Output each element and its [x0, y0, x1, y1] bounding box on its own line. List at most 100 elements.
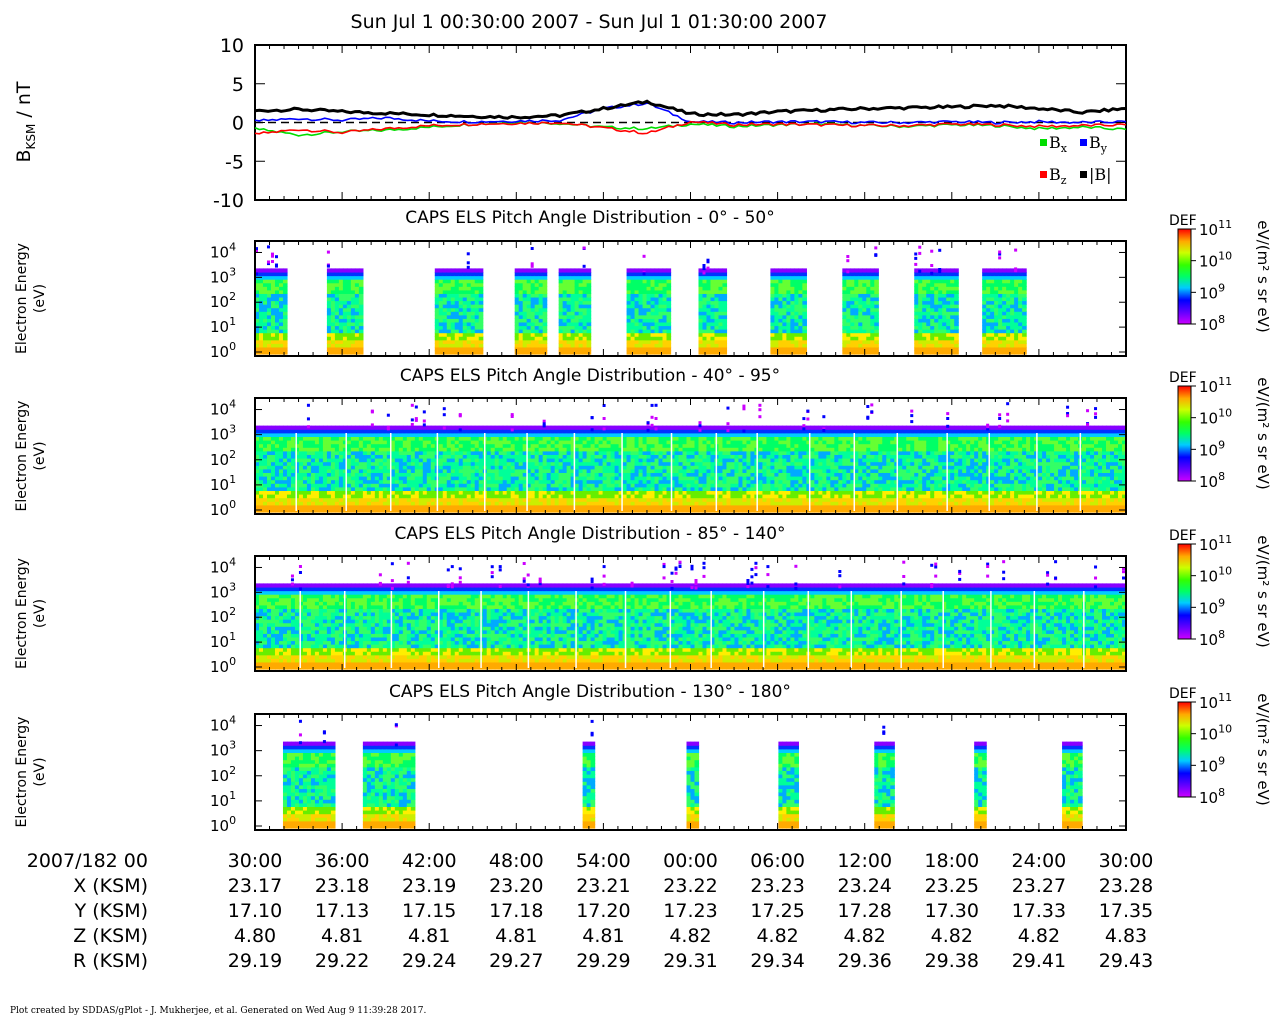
mag-ytick-label: 5	[232, 74, 244, 96]
spectrogram-cell	[542, 497, 548, 502]
spectrogram-speckle	[706, 258, 710, 262]
spectrogram-cell	[302, 486, 308, 491]
spectrogram-cell	[458, 296, 464, 302]
spectrogram-cell	[406, 440, 412, 445]
spectrogram-cell	[542, 343, 548, 348]
spectrogram-cell	[506, 508, 512, 513]
spectrogram-cell	[494, 490, 500, 495]
spectrogram-cell	[542, 494, 548, 499]
spectrogram-cell	[382, 483, 388, 488]
spectrogram-cell	[402, 461, 408, 466]
spectrogram-cell	[314, 476, 320, 481]
spectrogram-cell	[474, 479, 480, 484]
spectrogram-cell	[578, 450, 584, 455]
spectrogram-cell	[470, 282, 476, 287]
spectrogram-cell	[434, 336, 440, 341]
spectrogram-cell	[950, 296, 955, 302]
spectrogram-cell	[466, 472, 472, 477]
spectrogram-cell	[334, 300, 340, 305]
spectrogram-cell	[934, 321, 939, 327]
spectrogram-cell	[338, 447, 344, 452]
tick-base: 10	[210, 318, 229, 336]
spectrogram-cell	[858, 321, 863, 327]
spectrogram-cell	[706, 293, 712, 298]
spectrogram-cell	[842, 325, 847, 330]
spectrogram-cell	[362, 425, 368, 430]
spectrogram-cell	[358, 321, 364, 327]
spectrogram-cell	[566, 343, 572, 348]
spectrogram-cell	[270, 458, 276, 463]
spectrogram-cell	[550, 468, 556, 473]
spectrogram-cell	[574, 468, 580, 473]
spectrogram-cell	[354, 508, 360, 513]
spectrogram-cell	[634, 318, 640, 323]
spectrogram-cell	[654, 350, 660, 355]
spectrogram-cell	[514, 425, 520, 430]
spectrogram-cell	[255, 336, 260, 341]
spectrogram-cell	[262, 425, 268, 430]
spectrogram-cell	[594, 436, 600, 441]
spectrogram-cell	[534, 497, 540, 502]
spectrogram-cell	[858, 314, 863, 319]
spectrogram-cell	[438, 494, 444, 499]
spectrogram-cell	[518, 429, 524, 434]
spectrogram-cell	[650, 339, 656, 344]
spectrogram-cell	[626, 304, 632, 309]
spectrogram-cell	[578, 501, 584, 506]
spectrogram-cell	[562, 458, 568, 463]
spectrogram-cell	[442, 454, 448, 459]
spectrogram-cell	[318, 465, 324, 470]
spectrogram-cell	[782, 286, 787, 291]
spectrogram-cell	[434, 325, 440, 330]
spectrogram-cell	[259, 286, 264, 291]
spectrogram-cell	[458, 329, 464, 334]
spectrogram-cell	[634, 339, 640, 344]
spectrogram-cell	[282, 271, 288, 277]
spectrogram-cell	[866, 339, 871, 344]
spectrogram-cell	[698, 307, 704, 312]
spectrogram-cell	[259, 318, 264, 323]
spectrogram-cell	[466, 332, 472, 337]
spectrogram-cell	[570, 508, 576, 513]
spectrogram-cell	[1006, 307, 1011, 312]
spectrogram-cell	[626, 343, 632, 348]
spectrogram-cell	[450, 458, 456, 463]
spectrogram-cell	[326, 332, 332, 337]
spectrogram-cell	[790, 339, 795, 344]
spectrogram-cell	[934, 286, 939, 291]
spectrogram-cell	[266, 504, 272, 509]
spectrogram-cell	[358, 497, 364, 502]
spectrogram-cell	[790, 346, 795, 352]
spectrogram-cell	[538, 282, 544, 287]
spectrogram-cell	[574, 339, 580, 344]
spectrogram-cell	[998, 314, 1003, 319]
spectrogram-cell	[634, 350, 640, 355]
spectrogram-cell	[874, 346, 879, 352]
legend-symbol: |B|	[1089, 165, 1112, 184]
spectrogram-cell	[330, 314, 336, 319]
spectrogram-cell	[854, 289, 859, 294]
spectrogram-cell	[470, 497, 476, 502]
spectrogram-cell	[270, 465, 276, 470]
spectrogram-cell	[550, 494, 556, 499]
spectrogram-cell	[522, 494, 528, 499]
spectrogram-cell	[494, 425, 500, 430]
spectrogram-cell	[270, 443, 276, 448]
spectrogram-cell	[994, 271, 999, 277]
spectrogram-cell	[770, 279, 776, 284]
spectrogram-cell	[774, 296, 779, 302]
spectrogram-cell	[518, 432, 524, 437]
spectrogram-cell	[530, 472, 536, 477]
spectrogram-cell	[278, 497, 284, 502]
spectrogram-cell	[794, 275, 799, 280]
spectrogram-cell	[946, 268, 951, 273]
spectrogram-cell	[466, 494, 472, 499]
spectrogram-cell	[266, 465, 272, 470]
spectrogram-cell	[370, 508, 376, 513]
legend-label: Bz	[1049, 165, 1067, 187]
spectrogram-cell	[570, 454, 576, 459]
spectrogram-cell	[466, 461, 472, 466]
spectrogram-cell	[259, 289, 264, 294]
spectrogram-cell	[562, 490, 568, 495]
spectrogram-cell	[526, 279, 532, 284]
